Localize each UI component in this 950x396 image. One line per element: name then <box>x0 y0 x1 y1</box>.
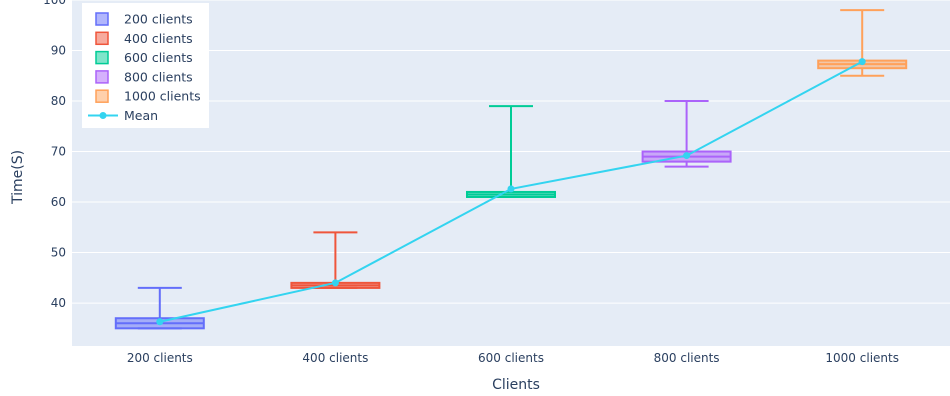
x-tick-label: 800 clients <box>654 351 720 365</box>
x-tick-label: 200 clients <box>127 351 193 365</box>
y-tick-label: 60 <box>51 195 66 209</box>
y-tick-label: 40 <box>51 296 66 310</box>
legend-swatch <box>95 12 109 26</box>
y-axis-title: Time(S) <box>10 150 26 205</box>
legend-swatch <box>95 50 109 65</box>
mean-point <box>156 318 164 326</box>
legend-mean-marker <box>99 112 107 119</box>
legend-swatch <box>95 89 109 103</box>
x-axis-title: Clients <box>492 377 540 393</box>
mean-point <box>858 58 866 66</box>
y-tick-label: 80 <box>51 94 66 108</box>
legend-label: 600 clients <box>124 50 193 65</box>
x-tick-label: 1000 clients <box>825 351 899 365</box>
x-tick-label: 400 clients <box>302 351 368 365</box>
x-tick-label: 600 clients <box>478 351 544 365</box>
legend-label: Mean <box>124 108 158 123</box>
legend-swatch <box>95 70 109 84</box>
mean-point <box>331 279 339 287</box>
y-axis-ticks: 40 50 60 70 80 90 100 <box>43 0 66 310</box>
legend-label: 1000 clients <box>124 89 201 104</box>
y-tick-label: 50 <box>51 246 66 260</box>
mean-point <box>507 185 515 193</box>
y-tick-label: 70 <box>51 145 66 159</box>
mean-point <box>683 152 691 160</box>
legend-label: 200 clients <box>124 12 193 27</box>
legend-label: 400 clients <box>124 31 193 46</box>
legend: 200 clients 400 clients 600 clients 800 cli… <box>82 3 209 128</box>
legend-label: 800 clients <box>124 69 193 84</box>
legend-swatch <box>95 31 109 46</box>
y-tick-label: 100 <box>43 0 66 7</box>
mean-series <box>156 58 866 326</box>
x-axis-ticks: 200 clients 400 clients 600 clients 800 cli… <box>127 351 899 365</box>
y-tick-label: 90 <box>51 44 66 58</box>
